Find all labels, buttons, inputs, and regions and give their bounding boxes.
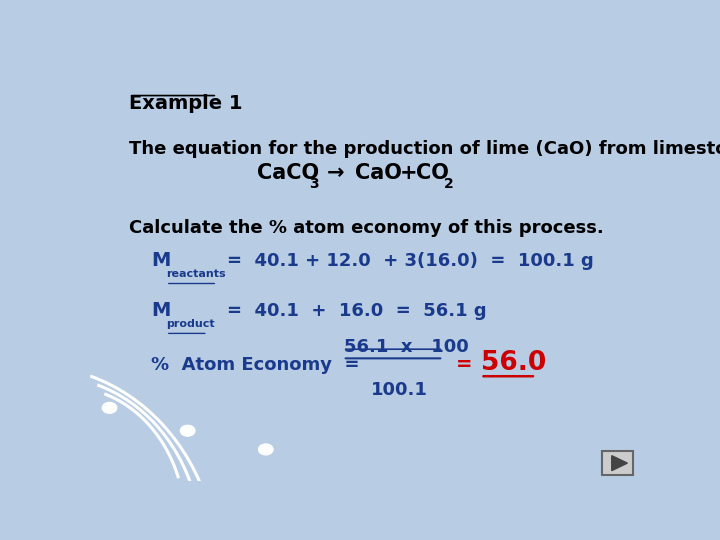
Text: =  40.1 + 12.0  + 3(16.0)  =  100.1 g: = 40.1 + 12.0 + 3(16.0) = 100.1 g — [227, 253, 593, 271]
Circle shape — [258, 444, 273, 455]
Text: 2: 2 — [444, 177, 454, 191]
Text: %  Atom Economy  =: % Atom Economy = — [151, 356, 360, 374]
Text: CaO: CaO — [355, 163, 402, 183]
Text: CO: CO — [416, 163, 449, 183]
Text: CaCO: CaCO — [258, 163, 320, 183]
Circle shape — [181, 426, 195, 436]
Text: M: M — [151, 252, 171, 271]
Text: +: + — [400, 163, 418, 183]
Text: The equation for the production of lime (CaO) from limestone (CaCO3) is:: The equation for the production of lime … — [129, 140, 720, 158]
Text: =  40.1  +  16.0  =  56.1 g: = 40.1 + 16.0 = 56.1 g — [227, 302, 486, 320]
Text: reactants: reactants — [166, 269, 225, 279]
Text: 3: 3 — [310, 177, 319, 191]
Text: 56.0: 56.0 — [481, 350, 546, 376]
Polygon shape — [612, 456, 627, 471]
Circle shape — [102, 402, 117, 413]
Text: product: product — [166, 319, 215, 329]
Text: =: = — [456, 355, 472, 374]
Text: 100.1: 100.1 — [371, 381, 428, 399]
Text: →: → — [327, 163, 345, 183]
Text: M: M — [151, 301, 171, 320]
Text: 56.1  x   100: 56.1 x 100 — [344, 338, 469, 356]
Text: Example 1: Example 1 — [129, 94, 243, 113]
Text: Calculate the % atom economy of this process.: Calculate the % atom economy of this pro… — [129, 219, 604, 237]
FancyBboxPatch shape — [602, 451, 633, 475]
